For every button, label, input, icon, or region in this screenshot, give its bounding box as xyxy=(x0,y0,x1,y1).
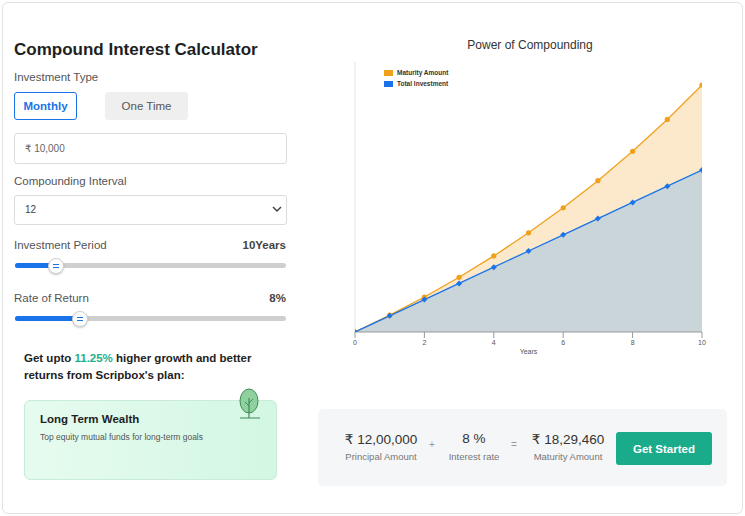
html-text:Investment Period: Investment Period xyxy=(14,239,107,251)
html-text:₹ 12,00,000: ₹ 12,00,000 xyxy=(344,432,418,447)
html-text:Monthly: Monthly xyxy=(23,100,68,112)
svg-text:10: 10 xyxy=(698,339,706,346)
html-text:Principal Amount: Principal Amount xyxy=(345,451,417,462)
html-text:10 Years: 10 Years xyxy=(242,239,286,251)
html-text:12: 12 xyxy=(25,204,37,215)
html-text:Compound Interest Calculator: Compound Interest Calculator xyxy=(14,40,258,59)
svg-text:6: 6 xyxy=(561,339,565,346)
html-text:Total Investment: Total Investment xyxy=(397,80,449,87)
svg-text:0: 0 xyxy=(353,339,357,346)
html-text:Investment Type: Investment Type xyxy=(14,71,99,83)
html-text:One Time: One Time xyxy=(121,100,172,112)
html-text:Compounding Interval: Compounding Interval xyxy=(14,175,127,187)
svg-text:8: 8 xyxy=(631,339,635,346)
html-text:8%: 8% xyxy=(269,292,286,304)
html-text:Long Term Wealth: Long Term Wealth xyxy=(40,413,140,425)
html-text:Interest rate: Interest rate xyxy=(448,451,500,462)
html-text:Maturity Amount: Maturity Amount xyxy=(533,451,603,462)
svg-text:Years: Years xyxy=(520,348,538,355)
svg-text:2: 2 xyxy=(422,339,426,346)
svg-text:4: 4 xyxy=(492,339,496,346)
html-text:8 %: 8 % xyxy=(462,431,486,446)
html-text:₹ 18,29,460: ₹ 18,29,460 xyxy=(531,432,605,447)
html-text:Power of Compounding: Power of Compounding xyxy=(467,38,593,52)
html-text:Get Started: Get Started xyxy=(633,442,695,455)
html-text:Maturity Amount: Maturity Amount xyxy=(397,69,449,76)
html-text:₹ 10,000: ₹ 10,000 xyxy=(25,143,65,154)
html-text:Top equity mutual funds for lo: Top equity mutual funds for long-term go… xyxy=(40,432,203,442)
html-text:Rate of Return: Rate of Return xyxy=(14,292,89,304)
html-text:Get upto 11.25% higher growth: Get upto 11.25% higher growth and better… xyxy=(24,352,252,381)
